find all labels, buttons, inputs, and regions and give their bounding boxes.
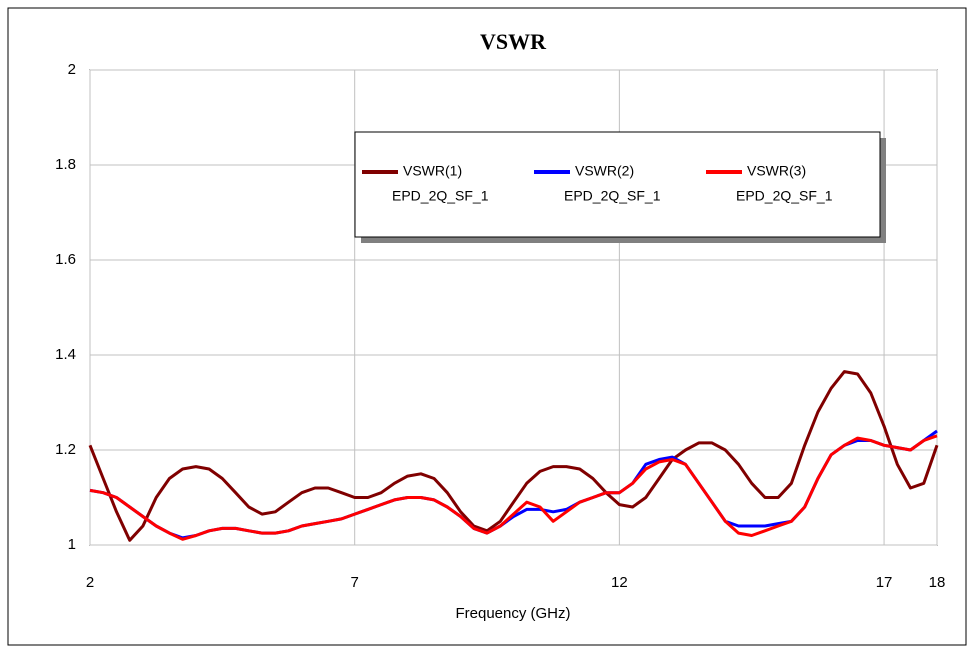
y-tick-label: 1 <box>68 536 76 553</box>
x-axis-label: Frequency (GHz) <box>455 605 570 622</box>
y-tick-label: 1.8 <box>55 156 76 173</box>
x-tick-label: 7 <box>351 574 359 591</box>
y-tick-label: 1.4 <box>55 346 76 363</box>
x-tick-label: 18 <box>929 574 946 591</box>
legend-source: EPD_2Q_SF_1 <box>392 188 489 204</box>
series-line <box>89 434 938 541</box>
legend-label: VSWR(1) <box>403 163 462 179</box>
chart-title: VSWR <box>480 29 547 54</box>
legend-label: VSWR(2) <box>575 163 634 179</box>
legend-source: EPD_2Q_SF_1 <box>564 188 661 204</box>
x-tick-label: 12 <box>611 574 628 591</box>
y-tick-label: 1.6 <box>55 251 76 268</box>
legend-label: VSWR(3) <box>747 163 806 179</box>
legend: VSWR(1) EPD_2Q_SF_1 VSWR(2) EPD_2Q_SF_1 VSWR… <box>354 131 886 243</box>
y-tick-label: 2 <box>68 61 76 78</box>
series-line <box>88 370 939 542</box>
y-tick-label: 1.2 <box>55 441 76 458</box>
x-tick-label: 17 <box>876 574 893 591</box>
lines <box>88 370 939 542</box>
legend-box <box>354 131 881 238</box>
legend-source: EPD_2Q_SF_1 <box>736 188 833 204</box>
x-tick-label: 2 <box>86 574 94 591</box>
